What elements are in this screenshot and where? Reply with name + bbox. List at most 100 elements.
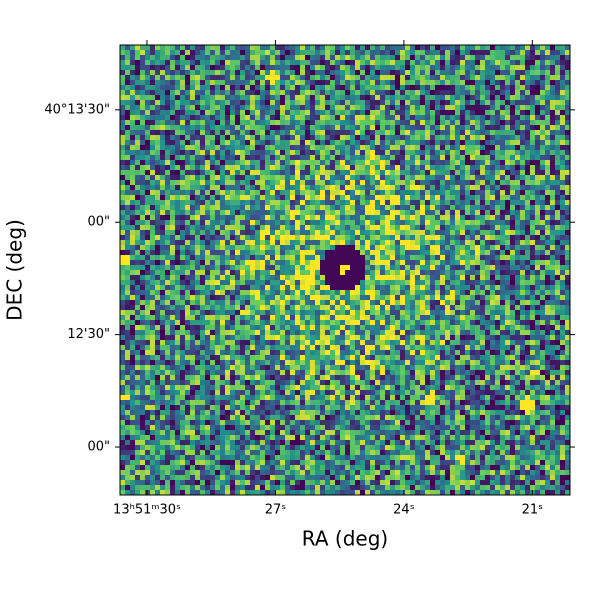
image-pixel bbox=[335, 205, 341, 211]
image-pixel bbox=[460, 130, 466, 136]
image-pixel bbox=[385, 185, 391, 191]
image-pixel bbox=[170, 235, 176, 241]
image-pixel bbox=[295, 160, 301, 166]
image-pixel bbox=[545, 245, 551, 251]
image-pixel bbox=[355, 240, 361, 246]
image-pixel bbox=[215, 85, 221, 91]
image-pixel bbox=[405, 80, 411, 86]
image-pixel bbox=[540, 155, 546, 161]
image-pixel bbox=[385, 290, 391, 296]
image-pixel bbox=[295, 115, 301, 121]
image-pixel bbox=[315, 300, 321, 306]
image-pixel bbox=[455, 260, 461, 266]
image-pixel bbox=[375, 180, 381, 186]
image-pixel bbox=[490, 290, 496, 296]
image-pixel bbox=[300, 135, 306, 141]
image-pixel bbox=[340, 50, 346, 56]
image-pixel bbox=[455, 50, 461, 56]
image-pixel bbox=[380, 290, 386, 296]
image-pixel bbox=[325, 175, 331, 181]
image-pixel bbox=[340, 230, 346, 236]
image-pixel bbox=[395, 140, 401, 146]
image-pixel bbox=[210, 205, 216, 211]
image-pixel bbox=[145, 65, 151, 71]
image-pixel bbox=[525, 135, 531, 141]
image-pixel bbox=[545, 230, 551, 236]
image-pixel bbox=[245, 145, 251, 151]
image-pixel bbox=[385, 125, 391, 131]
image-pixel bbox=[565, 120, 571, 126]
image-pixel bbox=[160, 45, 166, 51]
image-pixel bbox=[255, 55, 261, 61]
image-pixel bbox=[500, 265, 506, 271]
image-pixel bbox=[235, 160, 241, 166]
image-pixel bbox=[360, 100, 366, 106]
image-pixel bbox=[190, 125, 196, 131]
image-pixel bbox=[260, 110, 266, 116]
image-pixel bbox=[145, 280, 151, 286]
image-pixel bbox=[515, 195, 521, 201]
image-pixel bbox=[365, 275, 371, 281]
image-pixel bbox=[310, 70, 316, 76]
image-pixel bbox=[385, 90, 391, 96]
image-pixel bbox=[165, 195, 171, 201]
image-pixel bbox=[390, 170, 396, 176]
image-pixel bbox=[540, 250, 546, 256]
image-pixel bbox=[425, 120, 431, 126]
image-pixel bbox=[160, 245, 166, 251]
image-pixel bbox=[540, 220, 546, 226]
image-pixel bbox=[260, 90, 266, 96]
image-pixel bbox=[410, 100, 416, 106]
image-pixel bbox=[220, 150, 226, 156]
image-pixel bbox=[470, 230, 476, 236]
image-pixel bbox=[470, 280, 476, 286]
image-pixel bbox=[300, 285, 306, 291]
image-pixel bbox=[565, 230, 571, 236]
image-pixel bbox=[200, 90, 206, 96]
image-pixel bbox=[400, 195, 406, 201]
image-pixel bbox=[250, 55, 256, 61]
image-pixel bbox=[380, 280, 386, 286]
image-pixel bbox=[455, 250, 461, 256]
image-pixel bbox=[525, 150, 531, 156]
image-pixel bbox=[480, 60, 486, 66]
image-pixel bbox=[405, 115, 411, 121]
image-pixel bbox=[190, 130, 196, 136]
image-pixel bbox=[255, 215, 261, 221]
image-pixel bbox=[290, 65, 296, 71]
image-pixel bbox=[175, 260, 181, 266]
image-pixel bbox=[265, 205, 271, 211]
image-pixel bbox=[240, 50, 246, 56]
image-pixel bbox=[160, 170, 166, 176]
image-pixel bbox=[520, 205, 526, 211]
image-pixel bbox=[380, 220, 386, 226]
image-pixel bbox=[475, 125, 481, 131]
image-pixel bbox=[520, 225, 526, 231]
image-pixel bbox=[235, 240, 241, 246]
image-pixel bbox=[255, 145, 261, 151]
image-pixel bbox=[310, 240, 316, 246]
image-pixel bbox=[315, 170, 321, 176]
image-pixel bbox=[320, 130, 326, 136]
image-pixel bbox=[470, 315, 476, 321]
image-pixel bbox=[465, 190, 471, 196]
image-pixel bbox=[480, 280, 486, 286]
image-pixel bbox=[275, 135, 281, 141]
image-pixel bbox=[330, 135, 336, 141]
image-pixel bbox=[450, 80, 456, 86]
image-pixel bbox=[485, 145, 491, 151]
image-pixel bbox=[200, 120, 206, 126]
image-pixel bbox=[275, 185, 281, 191]
image-pixel bbox=[250, 200, 256, 206]
image-pixel bbox=[155, 305, 161, 311]
image-pixel bbox=[440, 315, 446, 321]
image-pixel bbox=[265, 160, 271, 166]
image-pixel bbox=[355, 200, 361, 206]
image-pixel bbox=[340, 265, 346, 271]
image-pixel bbox=[370, 90, 376, 96]
image-pixel bbox=[435, 160, 441, 166]
image-pixel bbox=[150, 300, 156, 306]
image-pixel bbox=[295, 200, 301, 206]
image-pixel bbox=[275, 300, 281, 306]
image-pixel bbox=[240, 55, 246, 61]
